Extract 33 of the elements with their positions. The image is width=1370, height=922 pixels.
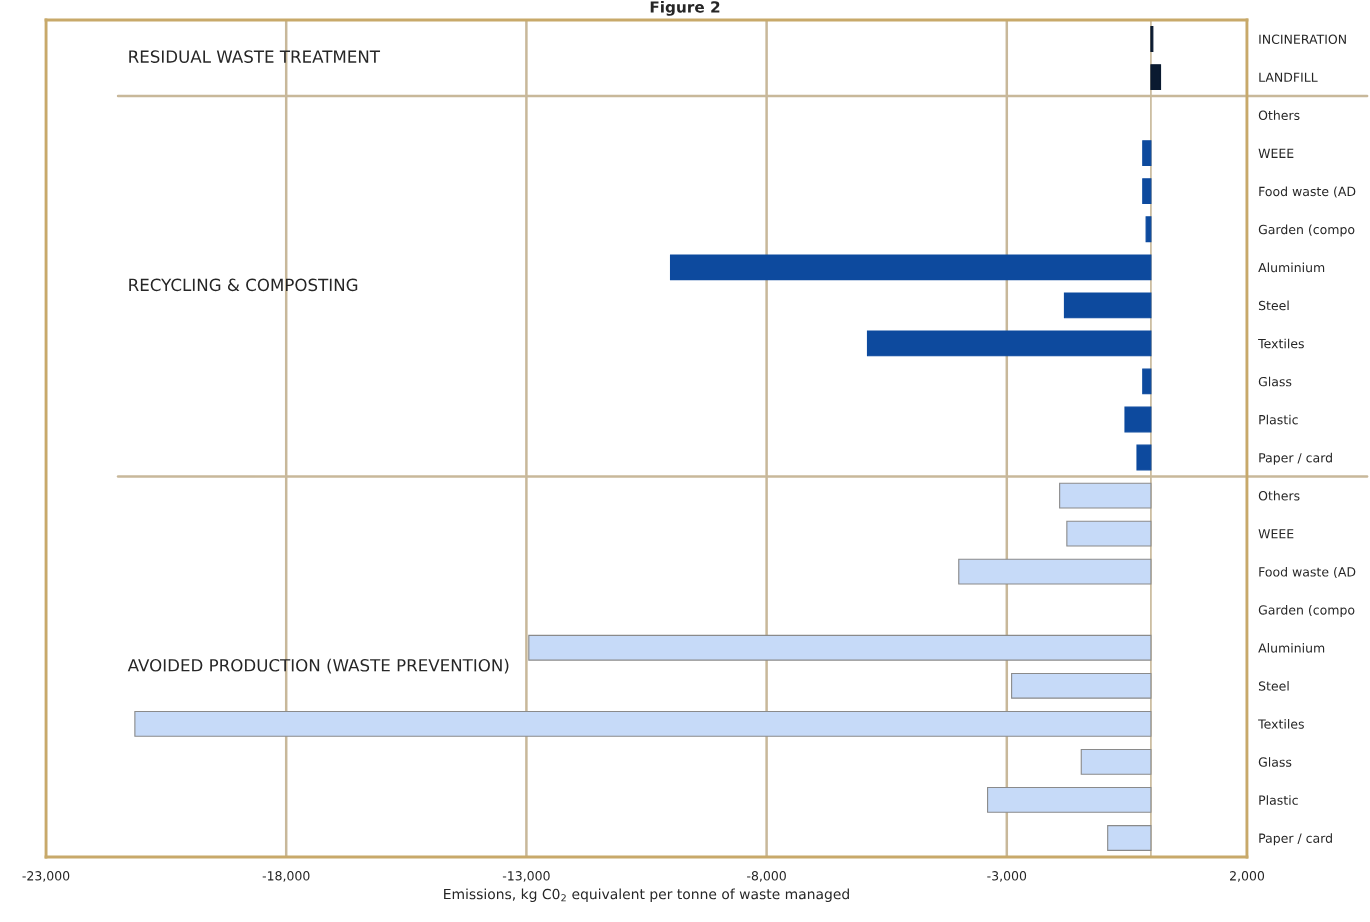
x-tick-label: -3,000 — [987, 871, 1027, 882]
x-tick-label: -8,000 — [747, 871, 786, 882]
y-tick-label: Plastic — [1259, 414, 1298, 425]
y-tick-label: Plastic — [1259, 795, 1298, 805]
y-tick-label: Food waste (AD — [1259, 186, 1356, 198]
x-tick-label: 2,000 — [1230, 871, 1265, 882]
y-tick-label: LANDFILL — [1259, 72, 1318, 82]
y-tick-label: Garden (compo — [1258, 604, 1355, 618]
chart-title: Figure 2 — [650, 0, 720, 16]
y-tick-label: Aluminium — [1258, 643, 1325, 653]
annotation: RESIDUAL WASTE TREATMENT — [129, 50, 381, 63]
x-axis-title: Emissions, kg C0$_{2}$ equivalent per tonne of waste managed — [444, 888, 849, 902]
y-tick-label: Glass — [1258, 376, 1292, 387]
y-tick-label: WEEE — [1258, 148, 1294, 158]
y-tick-label: Steel — [1258, 300, 1289, 311]
y-tick-label: Paper / card — [1259, 833, 1332, 846]
x-tick-label: -13,000 — [502, 871, 550, 882]
y-tick-label: Aluminium — [1258, 262, 1325, 273]
y-tick-label: Textiles — [1258, 719, 1304, 729]
y-tick-label: Steel — [1258, 681, 1289, 691]
x-tick-label: -18,000 — [262, 871, 310, 882]
y-tick-label: WEEE — [1258, 529, 1294, 539]
y-tick-label: Others — [1258, 110, 1300, 121]
y-tick-label: INCINERATION — [1259, 34, 1346, 44]
y-tick-label: Food waste (AD — [1259, 566, 1356, 579]
annotation: RECYCLING & COMPOSTING — [129, 278, 358, 292]
y-tick-label: Paper / card — [1259, 452, 1332, 465]
y-tick-label: Textiles — [1258, 338, 1304, 349]
annotation: AVOIDED PRODUCTION (WASTE PREVENTION) — [127, 658, 509, 674]
y-tick-label: Glass — [1258, 757, 1292, 767]
y-tick-label: Garden (compo — [1258, 224, 1355, 237]
x-tick-label: -23,000 — [22, 871, 70, 882]
y-tick-label: Others — [1258, 490, 1300, 501]
